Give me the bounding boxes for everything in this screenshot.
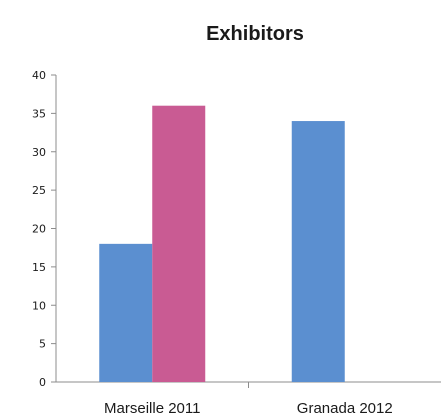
y-tick-label: 35 [32, 107, 46, 120]
y-tick-label: 30 [32, 146, 46, 159]
y-tick-label: 5 [39, 338, 46, 351]
x-category-label: Marseille 2011 [104, 400, 200, 417]
y-tick-label: 0 [39, 376, 46, 389]
y-tick-label: 20 [32, 223, 46, 236]
bar [99, 243, 153, 382]
y-tick-label: 40 [32, 69, 46, 82]
y-tick-label: 15 [32, 261, 46, 274]
bar [152, 105, 206, 382]
x-category-label: Granada 2012 [297, 400, 393, 417]
y-tick-label: 25 [32, 184, 46, 197]
chart-title: Exhibitors [206, 23, 304, 45]
bar [291, 121, 345, 383]
y-tick-label: 10 [32, 299, 46, 312]
